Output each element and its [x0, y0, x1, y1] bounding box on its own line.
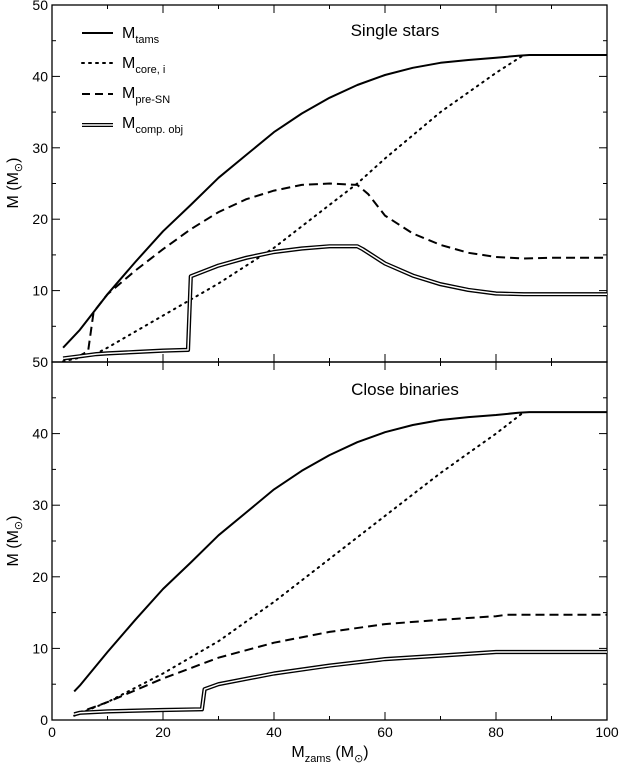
legend-label-tams: Mtams: [122, 25, 160, 46]
x-tick-label: 60: [377, 724, 393, 740]
curve-dashed: [73, 613, 607, 716]
curve-double-outer: [62, 244, 607, 361]
curve-dotted: [73, 411, 525, 717]
x-tick-label: 20: [155, 724, 171, 740]
y-axis-label-top: M (M⊙): [5, 158, 25, 209]
panel-title-binaries: Close binaries: [351, 380, 459, 399]
curve-double-inner: [74, 651, 607, 716]
y-tick-label: 40: [32, 426, 48, 442]
y-tick-label: 0: [40, 712, 48, 728]
x-axis-label: Mzams (M⊙): [291, 744, 368, 765]
x-tick-label: 100: [595, 724, 619, 740]
y-tick-label: 20: [32, 211, 48, 227]
legend-label-presn: Mpre-SN: [122, 85, 170, 106]
y-tick-label: 50: [32, 0, 48, 13]
legend: Mtams Mcore, i Mpre-SN Mcomp. obj: [81, 25, 183, 136]
tick-marks: [51, 4, 608, 721]
y-tick-label: 40: [32, 68, 48, 84]
x-tick-label: 80: [488, 724, 504, 740]
legend-label-comp: Mcomp. obj: [122, 115, 183, 136]
legend-label-core: Mcore, i: [122, 55, 165, 76]
y-axis-label-bottom: M (M⊙): [5, 516, 25, 567]
x-tick-label: 40: [266, 724, 282, 740]
curve-double-inner: [63, 245, 607, 360]
y-tick-label: 30: [32, 140, 48, 156]
tick-labels: 50 10 20 30 40 50 0 20 40 60 80 100 0 10 20 30 40: [32, 0, 618, 740]
curve-dashed: [62, 182, 607, 360]
curve-solid: [73, 411, 607, 693]
curves: [62, 54, 607, 717]
y-tick-label: 50: [32, 354, 48, 370]
y-tick-label: 10: [32, 283, 48, 299]
y-tick-label: 10: [32, 640, 48, 656]
panel-title-single: Single stars: [351, 21, 440, 40]
y-tick-label: 30: [32, 497, 48, 513]
curve-solid: [62, 54, 607, 349]
y-tick-label: 20: [32, 569, 48, 585]
x-tick-label: 0: [48, 724, 56, 740]
